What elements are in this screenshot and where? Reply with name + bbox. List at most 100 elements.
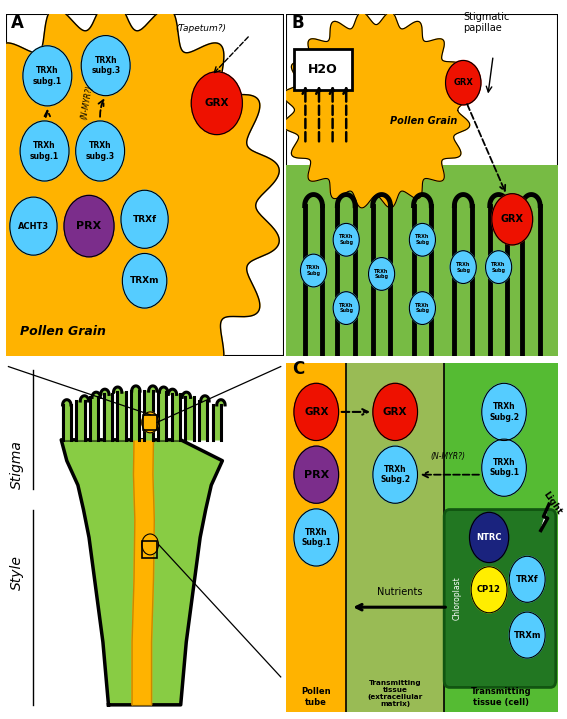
Text: TRXh
Subg.2: TRXh Subg.2: [380, 465, 410, 485]
Polygon shape: [77, 395, 88, 440]
Circle shape: [471, 567, 507, 613]
Circle shape: [294, 446, 338, 503]
Polygon shape: [413, 195, 431, 356]
Text: Transmitting
tissue (cell): Transmitting tissue (cell): [471, 687, 532, 707]
Text: TRXh
Subg: TRXh Subg: [415, 303, 430, 313]
Polygon shape: [132, 440, 154, 705]
Text: A: A: [11, 14, 24, 32]
Polygon shape: [131, 386, 140, 440]
Text: (Tapetum?): (Tapetum?): [175, 24, 226, 34]
Polygon shape: [337, 195, 355, 356]
Text: TRXh
Subg: TRXh Subg: [492, 262, 506, 273]
Circle shape: [75, 121, 125, 181]
Circle shape: [509, 557, 545, 603]
FancyBboxPatch shape: [286, 363, 346, 712]
Polygon shape: [490, 195, 507, 356]
Polygon shape: [113, 387, 125, 440]
Polygon shape: [541, 504, 549, 531]
Text: TRXf: TRXf: [133, 215, 156, 224]
Polygon shape: [304, 195, 323, 356]
Polygon shape: [90, 392, 100, 440]
Text: TRXh
Subg: TRXh Subg: [374, 268, 389, 280]
Text: TRXh
subg.1: TRXh subg.1: [33, 66, 62, 86]
Text: Nutrients: Nutrients: [376, 587, 422, 597]
Circle shape: [485, 251, 511, 283]
FancyBboxPatch shape: [286, 14, 558, 356]
Circle shape: [509, 612, 545, 658]
Circle shape: [64, 196, 114, 257]
Text: C: C: [292, 360, 304, 377]
FancyBboxPatch shape: [444, 510, 556, 687]
Text: GRX: GRX: [453, 78, 473, 87]
FancyBboxPatch shape: [294, 49, 352, 90]
Text: Stigmatic
papillae: Stigmatic papillae: [463, 12, 510, 34]
Circle shape: [142, 412, 158, 433]
Circle shape: [482, 383, 526, 441]
Text: GRX: GRX: [383, 407, 408, 417]
Polygon shape: [62, 400, 71, 440]
Circle shape: [482, 439, 526, 496]
Text: GRX: GRX: [304, 407, 328, 417]
Circle shape: [369, 257, 395, 290]
Polygon shape: [158, 387, 168, 440]
Text: TRXh
Subg: TRXh Subg: [339, 303, 353, 313]
Circle shape: [492, 193, 532, 245]
Polygon shape: [168, 389, 180, 440]
Circle shape: [446, 60, 481, 105]
Polygon shape: [213, 400, 225, 440]
Text: Light: Light: [541, 490, 563, 517]
Text: H2O: H2O: [308, 63, 338, 75]
Text: TRXh
subg.3: TRXh subg.3: [86, 142, 115, 160]
Text: TRXh
Subg.1: TRXh Subg.1: [301, 528, 331, 547]
Text: TRXh
Subg: TRXh Subg: [456, 262, 471, 273]
Polygon shape: [282, 12, 469, 208]
Polygon shape: [373, 195, 391, 356]
Text: TRXh
subg.3: TRXh subg.3: [91, 56, 120, 75]
Text: TRXh
Subg.1: TRXh Subg.1: [489, 458, 519, 477]
Text: ACHT3: ACHT3: [18, 221, 49, 231]
Circle shape: [121, 191, 168, 248]
Circle shape: [81, 35, 130, 96]
Circle shape: [409, 292, 435, 324]
FancyBboxPatch shape: [346, 363, 444, 712]
Polygon shape: [145, 386, 157, 440]
Circle shape: [294, 509, 338, 566]
Circle shape: [301, 254, 327, 287]
Polygon shape: [182, 392, 194, 440]
Circle shape: [10, 197, 57, 255]
Polygon shape: [522, 195, 540, 356]
Circle shape: [333, 292, 359, 324]
Text: TRXh
Subg: TRXh Subg: [415, 234, 430, 245]
Text: Style: Style: [10, 555, 24, 590]
Polygon shape: [61, 440, 222, 705]
Text: TRXh
Subg.2: TRXh Subg.2: [489, 402, 519, 421]
Circle shape: [294, 383, 338, 441]
Polygon shape: [101, 389, 112, 440]
Text: Transmitting
tissue
(extracellular
matrix): Transmitting tissue (extracellular matri…: [367, 679, 423, 707]
Text: Chloroplast: Chloroplast: [452, 577, 462, 620]
Text: TRXf: TRXf: [516, 574, 539, 584]
Text: Stigma: Stigma: [10, 440, 24, 489]
Text: GRX: GRX: [501, 214, 524, 224]
Circle shape: [333, 224, 359, 256]
Polygon shape: [454, 195, 472, 356]
Circle shape: [122, 254, 167, 308]
Circle shape: [450, 251, 476, 283]
Circle shape: [191, 72, 242, 134]
Circle shape: [142, 534, 158, 555]
Text: PRX: PRX: [304, 470, 329, 480]
Text: PRX: PRX: [77, 221, 101, 231]
Circle shape: [409, 224, 435, 256]
Circle shape: [373, 446, 417, 503]
Text: GRX: GRX: [205, 99, 229, 108]
FancyBboxPatch shape: [444, 363, 558, 712]
Text: Pollen Grain: Pollen Grain: [390, 116, 457, 126]
FancyBboxPatch shape: [286, 363, 558, 712]
FancyBboxPatch shape: [286, 165, 558, 356]
Text: TRXm: TRXm: [514, 631, 541, 640]
Text: Pollen Grain: Pollen Grain: [19, 326, 105, 339]
Text: TRXh
subg.1: TRXh subg.1: [30, 142, 59, 160]
FancyBboxPatch shape: [6, 14, 284, 356]
Text: TRXh
Subg: TRXh Subg: [306, 265, 321, 276]
Text: TRXm: TRXm: [130, 276, 159, 285]
